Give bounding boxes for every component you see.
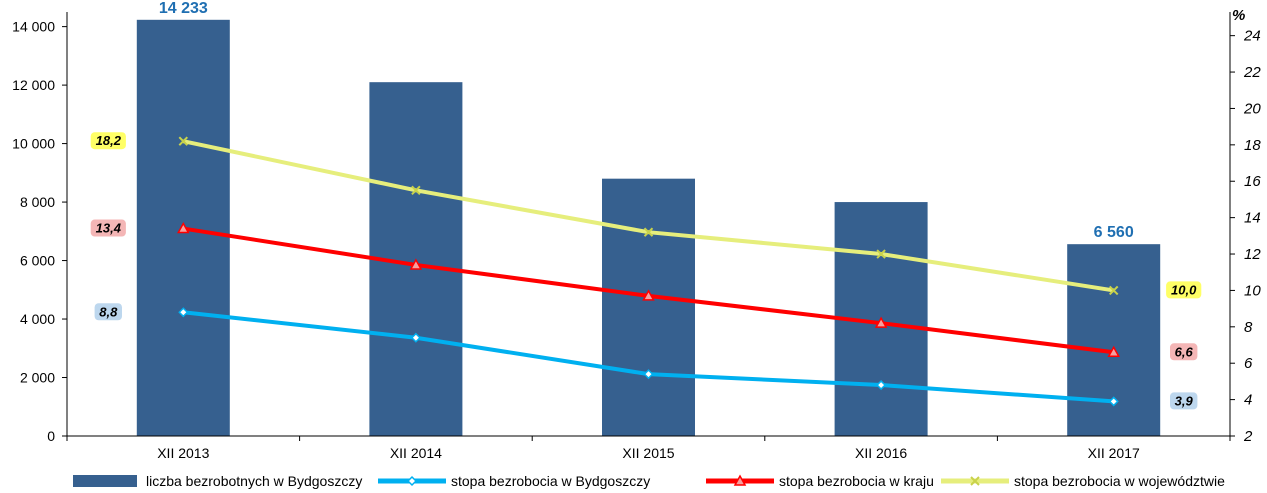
x-tick-label: XII 2014 (390, 445, 442, 461)
line-data-label-bg (90, 219, 126, 237)
legend-label: stopa bezrobocia w województwie (1014, 473, 1225, 489)
y-left-tick-label: 6 000 (20, 253, 55, 269)
bar (602, 178, 695, 437)
y-left-tick-label: 2 000 (20, 370, 55, 386)
line-marker (178, 307, 189, 318)
line-data-label-bg (90, 132, 126, 150)
line-data-label: 8,8 (99, 304, 118, 319)
line-marker (1108, 396, 1119, 407)
line-marker (876, 249, 886, 259)
line-data-label-bg (94, 303, 122, 321)
y-right-tick-label: 18 (1244, 137, 1261, 154)
y-left-tick-label: 8 000 (20, 194, 55, 210)
line-marker (409, 258, 423, 270)
line-marker (1108, 285, 1119, 296)
y-right-tick-label: 12 (1244, 246, 1261, 263)
line-marker (876, 379, 887, 391)
x-tick-label: XII 2017 (1088, 445, 1140, 461)
line-marker (642, 289, 655, 301)
line-marker (177, 222, 190, 234)
line-marker (643, 227, 654, 237)
y-right-tick-label: 20 (1243, 100, 1261, 117)
line-data-label-bg (1170, 343, 1198, 361)
data-labels-layer: 14 233 6 560 8,8 3,9 13,4 6,6 18,2 10,0 (90, 0, 1202, 410)
x-tick-label: XII 2013 (157, 445, 209, 461)
line-marker (733, 474, 747, 486)
line-data-label: 10,0 (1171, 282, 1197, 297)
legend-label: stopa bezrobocia w Bydgoszczy (451, 473, 650, 489)
y-left-tick-label: 0 (47, 428, 55, 444)
line-data-label: 13,4 (96, 221, 122, 236)
y-right-tick-label: 22 (1243, 64, 1261, 81)
y-left-tick-label: 12 000 (12, 77, 55, 93)
bar-data-label: 14 233 (159, 0, 208, 17)
x-tick-label: XII 2016 (855, 445, 907, 461)
y-left-tick-label: 4 000 (20, 311, 55, 327)
line-data-label: 18,2 (96, 133, 122, 148)
y-right-tick-label: 8 (1244, 319, 1253, 336)
line-data-label: 6,6 (1175, 344, 1194, 359)
line-marker (406, 475, 418, 487)
line-marker (411, 185, 421, 196)
y-right-tick-label: 2 (1243, 428, 1253, 445)
y-right-tick-label: 14 (1244, 210, 1261, 227)
line-data-label: 3,9 (1175, 393, 1194, 408)
y-right-tick-label: 10 (1244, 282, 1261, 299)
y-left-tick-label: 10 000 (12, 136, 55, 152)
line-marker (874, 316, 888, 328)
line-data-label-bg (1166, 281, 1202, 299)
x-tick-label: XII 2015 (622, 445, 674, 461)
legend-label: stopa bezrobocia w kraju (779, 473, 934, 489)
y-right-unit: % (1232, 7, 1245, 24)
line-marker (410, 332, 421, 343)
y-right-tick-label: 4 (1244, 392, 1252, 409)
legend-label: liczba bezrobotnych w Bydgoszczy (146, 473, 362, 489)
y-right-tick-label: 16 (1244, 173, 1261, 190)
line-marker (178, 136, 189, 146)
y-right-tick-label: 6 (1244, 355, 1253, 372)
line-marker (643, 369, 654, 380)
line-data-label-bg (1170, 392, 1198, 410)
line-marker (1107, 345, 1120, 358)
legend-swatch (73, 475, 137, 487)
bar (1067, 244, 1161, 436)
bar-data-label: 6 560 (1094, 224, 1134, 241)
y-left-tick-label: 14 000 (12, 19, 55, 35)
legend: liczba bezrobotnych w Bydgoszczy stopa be… (73, 473, 1225, 489)
line-marker (970, 476, 980, 486)
axes-layer: 0 2 000 4 000 6 000 8 000 10 000 12 000 14 000 2… (12, 7, 1261, 461)
y-right-tick-label: 24 (1243, 28, 1261, 45)
lines-layer (177, 136, 1120, 407)
